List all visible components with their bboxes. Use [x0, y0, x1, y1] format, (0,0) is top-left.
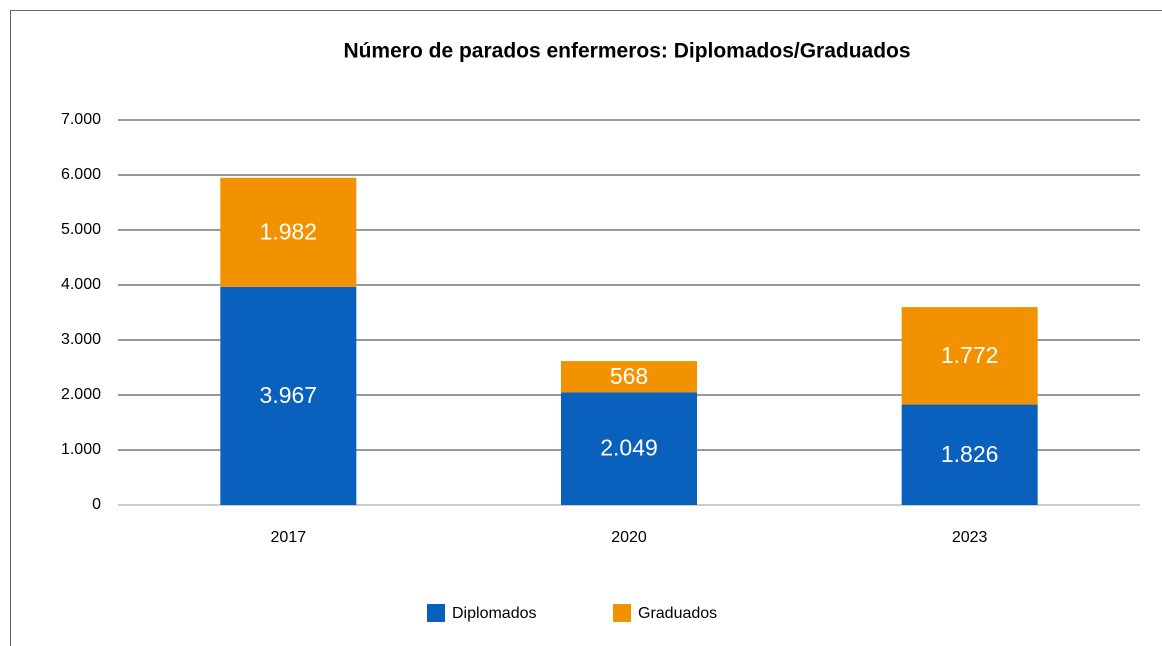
y-tick-label: 2.000	[61, 386, 101, 403]
y-tick-label: 3.000	[61, 331, 101, 348]
data-label: 568	[610, 363, 648, 389]
data-label: 3.967	[260, 382, 318, 408]
bar-segment	[561, 392, 697, 505]
data-label: 1.772	[941, 342, 999, 368]
bar-segment	[561, 361, 697, 393]
data-label: 1.826	[941, 441, 999, 467]
y-tick-label: 7.000	[61, 111, 101, 128]
x-tick-label: 2017	[271, 529, 307, 546]
bar-segment	[901, 404, 1038, 505]
legend-swatch	[427, 604, 445, 622]
x-tick-label: 2023	[952, 529, 988, 546]
y-tick-label: 0	[92, 496, 101, 513]
legend-swatch	[613, 604, 631, 622]
y-tick-label: 6.000	[61, 166, 101, 183]
bar-segment	[901, 307, 1038, 405]
chart-title: Número de parados enfermeros: Diplomados…	[343, 40, 910, 63]
data-label: 2.049	[600, 435, 658, 461]
y-tick-label: 1.000	[61, 441, 101, 458]
y-tick-label: 4.000	[61, 276, 101, 293]
data-label: 1.982	[260, 218, 318, 244]
chart-border	[10, 10, 1162, 646]
x-tick-label: 2020	[611, 529, 647, 546]
y-tick-label: 5.000	[61, 221, 101, 238]
bar-segment	[220, 286, 357, 505]
legend-label: Graduados	[638, 605, 717, 622]
legend-label: Diplomados	[452, 605, 536, 622]
bar-segment	[220, 177, 357, 287]
